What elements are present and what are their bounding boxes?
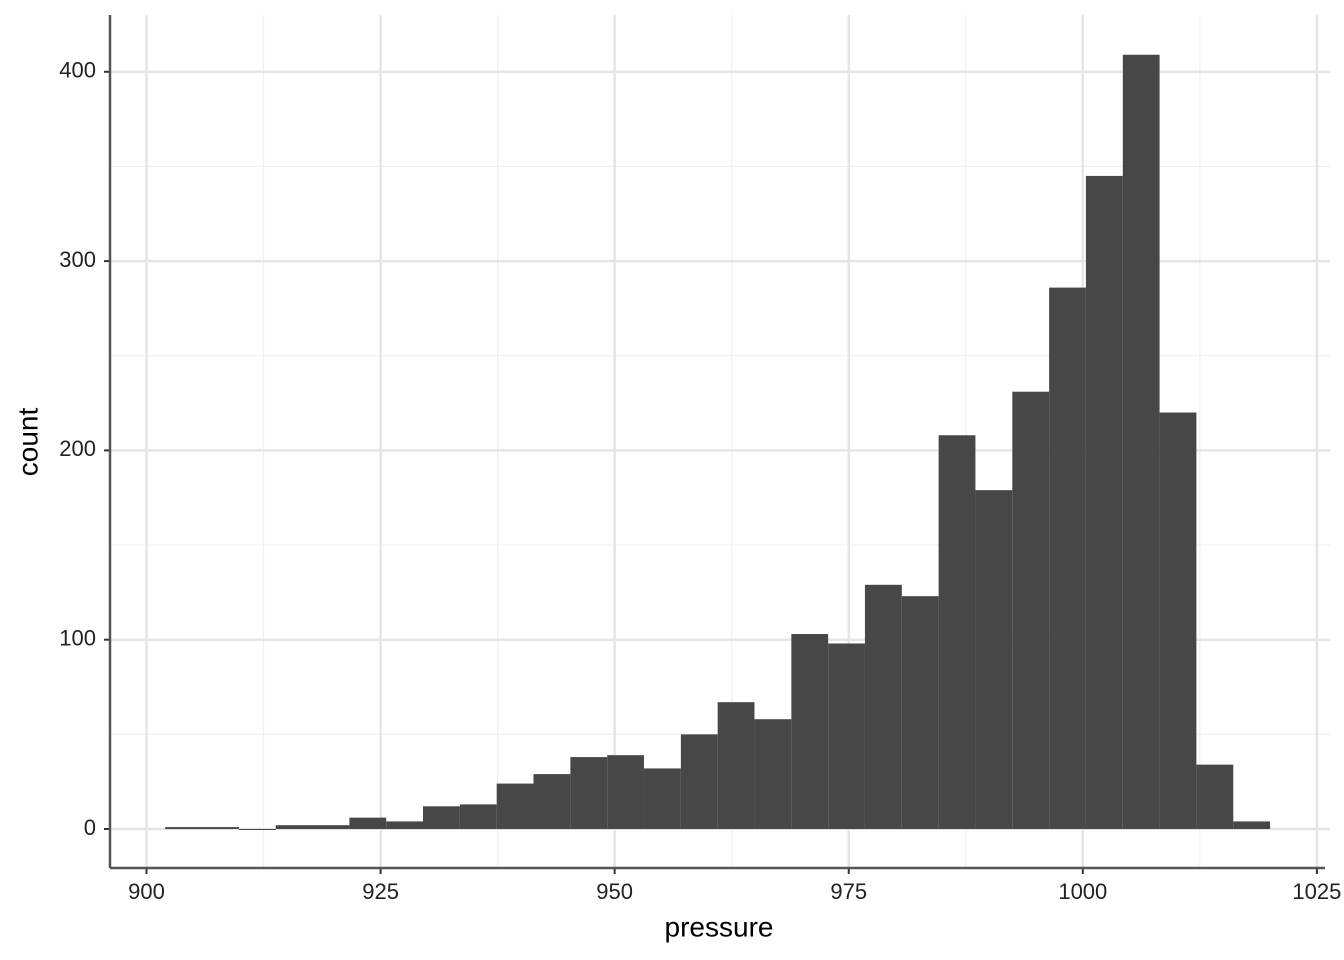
- bar: [202, 827, 239, 830]
- y-tick-label: 400: [59, 58, 96, 83]
- bar: [828, 643, 865, 830]
- x-tick-label: 900: [128, 879, 165, 904]
- y-tick-label: 0: [84, 815, 96, 840]
- bar: [496, 783, 534, 830]
- x-tick-label: 1000: [1058, 879, 1107, 904]
- bar: [423, 806, 460, 830]
- bar: [717, 702, 755, 830]
- bar: [1196, 764, 1234, 830]
- x-tick-label: 1025: [1292, 879, 1341, 904]
- bar: [312, 825, 350, 830]
- bar: [1012, 391, 1050, 830]
- y-tick-label: 300: [59, 247, 96, 272]
- bar: [459, 804, 497, 830]
- bar: [754, 719, 792, 830]
- x-tick-label: 975: [830, 879, 867, 904]
- y-axis-title: count: [12, 408, 43, 477]
- bar: [607, 755, 644, 830]
- x-tick-label: 925: [362, 879, 399, 904]
- bar: [901, 596, 939, 830]
- x-axis-title: pressure: [665, 911, 774, 942]
- bar: [165, 827, 203, 830]
- bar: [864, 584, 902, 830]
- x-tick-label: 950: [596, 879, 633, 904]
- bar: [1049, 287, 1086, 830]
- bar: [349, 817, 387, 830]
- bar: [680, 734, 718, 830]
- bar: [238, 829, 276, 831]
- bar: [791, 634, 829, 830]
- bar: [533, 774, 571, 830]
- bar: [1159, 412, 1197, 830]
- bar: [570, 757, 608, 830]
- bar: [1085, 175, 1123, 830]
- y-tick-label: 100: [59, 626, 96, 651]
- bar: [643, 768, 681, 830]
- bar: [938, 435, 976, 830]
- bar: [1122, 54, 1160, 830]
- bar: [275, 825, 313, 830]
- y-tick-label: 200: [59, 436, 96, 461]
- bar: [386, 821, 424, 830]
- bar: [975, 490, 1013, 830]
- bar: [1233, 821, 1271, 830]
